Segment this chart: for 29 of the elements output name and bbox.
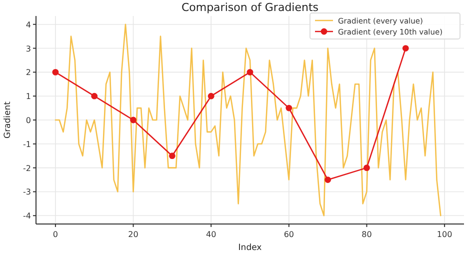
point [208, 92, 214, 100]
y-tick-label: 3 [26, 44, 31, 54]
chart-title: Comparison of Gradients [181, 1, 319, 14]
y-tick-label: 4 [26, 20, 31, 30]
point [91, 92, 98, 100]
point [130, 116, 136, 124]
y-axis-title: Gradient [3, 100, 13, 138]
x-tick-label: 80 [362, 230, 372, 239]
point [168, 152, 176, 160]
x-tick-label: 100 [436, 230, 452, 239]
x-tick-label: 60 [284, 230, 294, 239]
y-tick-label: -2 [23, 164, 31, 173]
y-tick-label: -4 [23, 212, 31, 221]
point [402, 45, 409, 52]
y-tick-label: -1 [23, 140, 31, 149]
point [246, 68, 254, 76]
point [324, 176, 332, 183]
x-tick-label: 40 [206, 230, 216, 239]
x-tick-label: 0 [52, 230, 58, 239]
y-tick-label: -3 [23, 188, 31, 197]
x-axis-title: Index [238, 243, 262, 253]
y-tick-label: 1 [26, 92, 31, 102]
y-tick-label: 0 [26, 116, 31, 125]
point [286, 104, 292, 112]
x-tick-label: 20 [128, 230, 138, 239]
line-series [54, 24, 442, 216]
point [52, 68, 59, 76]
point [364, 164, 370, 172]
y-tick-label: 2 [26, 68, 31, 78]
